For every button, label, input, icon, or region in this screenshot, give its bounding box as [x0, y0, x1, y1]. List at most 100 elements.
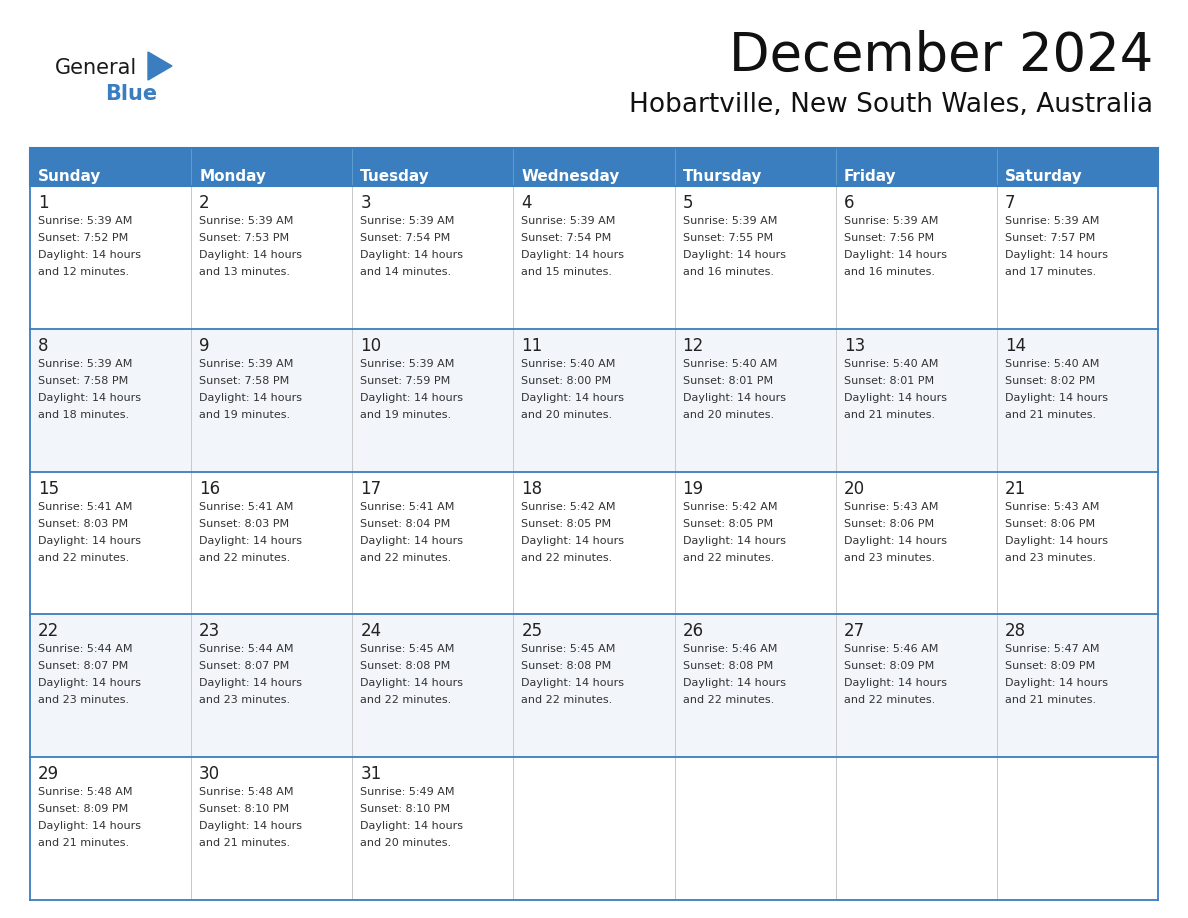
Text: Sunset: 8:05 PM: Sunset: 8:05 PM: [522, 519, 612, 529]
Text: Sunset: 8:04 PM: Sunset: 8:04 PM: [360, 519, 450, 529]
Text: and 19 minutes.: and 19 minutes.: [360, 409, 451, 420]
Text: Daylight: 14 hours: Daylight: 14 hours: [200, 678, 302, 688]
Bar: [30, 472, 191, 614]
Text: Sunset: 7:52 PM: Sunset: 7:52 PM: [38, 233, 128, 243]
Text: 17: 17: [360, 479, 381, 498]
Text: Daylight: 14 hours: Daylight: 14 hours: [522, 678, 625, 688]
Text: Sunrise: 5:39 AM: Sunrise: 5:39 AM: [522, 216, 615, 226]
Text: Daylight: 14 hours: Daylight: 14 hours: [843, 250, 947, 260]
Bar: [30, 148, 191, 186]
Bar: [513, 329, 675, 472]
Bar: [191, 472, 353, 614]
Text: Daylight: 14 hours: Daylight: 14 hours: [38, 535, 141, 545]
Text: Sunset: 8:06 PM: Sunset: 8:06 PM: [1005, 519, 1095, 529]
Bar: [513, 757, 675, 900]
Text: Sunset: 7:53 PM: Sunset: 7:53 PM: [200, 233, 289, 243]
Bar: [835, 614, 997, 757]
Text: 19: 19: [683, 479, 703, 498]
Text: 8: 8: [38, 337, 49, 354]
Text: Daylight: 14 hours: Daylight: 14 hours: [522, 250, 625, 260]
Text: 1: 1: [38, 194, 49, 212]
Text: Sunrise: 5:42 AM: Sunrise: 5:42 AM: [522, 501, 615, 511]
Text: December 2024: December 2024: [728, 30, 1154, 82]
Text: Sunset: 7:59 PM: Sunset: 7:59 PM: [360, 375, 450, 386]
Text: and 22 minutes.: and 22 minutes.: [360, 553, 451, 563]
Text: Sunrise: 5:48 AM: Sunrise: 5:48 AM: [38, 788, 133, 797]
Text: 30: 30: [200, 766, 220, 783]
Text: and 22 minutes.: and 22 minutes.: [200, 553, 290, 563]
Bar: [675, 329, 835, 472]
Text: Daylight: 14 hours: Daylight: 14 hours: [843, 678, 947, 688]
Text: Daylight: 14 hours: Daylight: 14 hours: [360, 678, 463, 688]
Text: 7: 7: [1005, 194, 1016, 212]
Text: 15: 15: [38, 479, 59, 498]
Bar: [353, 614, 513, 757]
Text: and 16 minutes.: and 16 minutes.: [843, 267, 935, 277]
Text: 31: 31: [360, 766, 381, 783]
Text: and 16 minutes.: and 16 minutes.: [683, 267, 773, 277]
Text: Sunset: 8:05 PM: Sunset: 8:05 PM: [683, 519, 772, 529]
Text: and 20 minutes.: and 20 minutes.: [522, 409, 613, 420]
Text: 6: 6: [843, 194, 854, 212]
Bar: [997, 757, 1158, 900]
Text: Daylight: 14 hours: Daylight: 14 hours: [200, 250, 302, 260]
Text: Daylight: 14 hours: Daylight: 14 hours: [843, 393, 947, 403]
Text: Daylight: 14 hours: Daylight: 14 hours: [200, 535, 302, 545]
Text: 4: 4: [522, 194, 532, 212]
Text: 12: 12: [683, 337, 703, 354]
Bar: [513, 472, 675, 614]
Text: Daylight: 14 hours: Daylight: 14 hours: [360, 393, 463, 403]
Text: Sunrise: 5:39 AM: Sunrise: 5:39 AM: [38, 359, 132, 369]
Text: and 23 minutes.: and 23 minutes.: [200, 696, 290, 705]
Bar: [997, 148, 1158, 186]
Bar: [353, 472, 513, 614]
Text: Daylight: 14 hours: Daylight: 14 hours: [683, 250, 785, 260]
Text: Sunrise: 5:39 AM: Sunrise: 5:39 AM: [38, 216, 132, 226]
Text: and 17 minutes.: and 17 minutes.: [1005, 267, 1097, 277]
Bar: [675, 614, 835, 757]
Text: Sunrise: 5:48 AM: Sunrise: 5:48 AM: [200, 788, 293, 797]
Text: 10: 10: [360, 337, 381, 354]
Text: Daylight: 14 hours: Daylight: 14 hours: [38, 393, 141, 403]
Bar: [30, 614, 191, 757]
Text: Daylight: 14 hours: Daylight: 14 hours: [360, 822, 463, 831]
Text: Sunset: 7:54 PM: Sunset: 7:54 PM: [360, 233, 450, 243]
Text: Friday: Friday: [843, 169, 896, 184]
Bar: [997, 186, 1158, 329]
Text: Daylight: 14 hours: Daylight: 14 hours: [1005, 535, 1108, 545]
Text: 24: 24: [360, 622, 381, 641]
Polygon shape: [148, 52, 172, 80]
Text: Daylight: 14 hours: Daylight: 14 hours: [843, 535, 947, 545]
Bar: [675, 148, 835, 186]
Text: Sunset: 8:09 PM: Sunset: 8:09 PM: [843, 661, 934, 671]
Bar: [353, 757, 513, 900]
Text: 22: 22: [38, 622, 59, 641]
Text: and 22 minutes.: and 22 minutes.: [843, 696, 935, 705]
Text: Sunrise: 5:39 AM: Sunrise: 5:39 AM: [843, 216, 939, 226]
Text: Daylight: 14 hours: Daylight: 14 hours: [360, 250, 463, 260]
Bar: [513, 148, 675, 186]
Text: Sunset: 8:10 PM: Sunset: 8:10 PM: [200, 804, 289, 814]
Text: 20: 20: [843, 479, 865, 498]
Text: Daylight: 14 hours: Daylight: 14 hours: [360, 535, 463, 545]
Text: 5: 5: [683, 194, 693, 212]
Text: and 22 minutes.: and 22 minutes.: [360, 696, 451, 705]
Text: 28: 28: [1005, 622, 1026, 641]
Bar: [835, 186, 997, 329]
Text: 13: 13: [843, 337, 865, 354]
Text: Sunset: 8:09 PM: Sunset: 8:09 PM: [1005, 661, 1095, 671]
Text: and 12 minutes.: and 12 minutes.: [38, 267, 129, 277]
Text: and 19 minutes.: and 19 minutes.: [200, 409, 290, 420]
Text: and 22 minutes.: and 22 minutes.: [38, 553, 129, 563]
Text: Sunrise: 5:40 AM: Sunrise: 5:40 AM: [843, 359, 939, 369]
Text: Wednesday: Wednesday: [522, 169, 620, 184]
Text: Daylight: 14 hours: Daylight: 14 hours: [38, 822, 141, 831]
Text: Blue: Blue: [105, 84, 157, 104]
Text: and 22 minutes.: and 22 minutes.: [522, 696, 613, 705]
Bar: [675, 186, 835, 329]
Text: Sunrise: 5:39 AM: Sunrise: 5:39 AM: [360, 216, 455, 226]
Text: General: General: [55, 58, 138, 78]
Text: and 20 minutes.: and 20 minutes.: [683, 409, 773, 420]
Text: Daylight: 14 hours: Daylight: 14 hours: [683, 678, 785, 688]
Text: Sunset: 8:08 PM: Sunset: 8:08 PM: [683, 661, 773, 671]
